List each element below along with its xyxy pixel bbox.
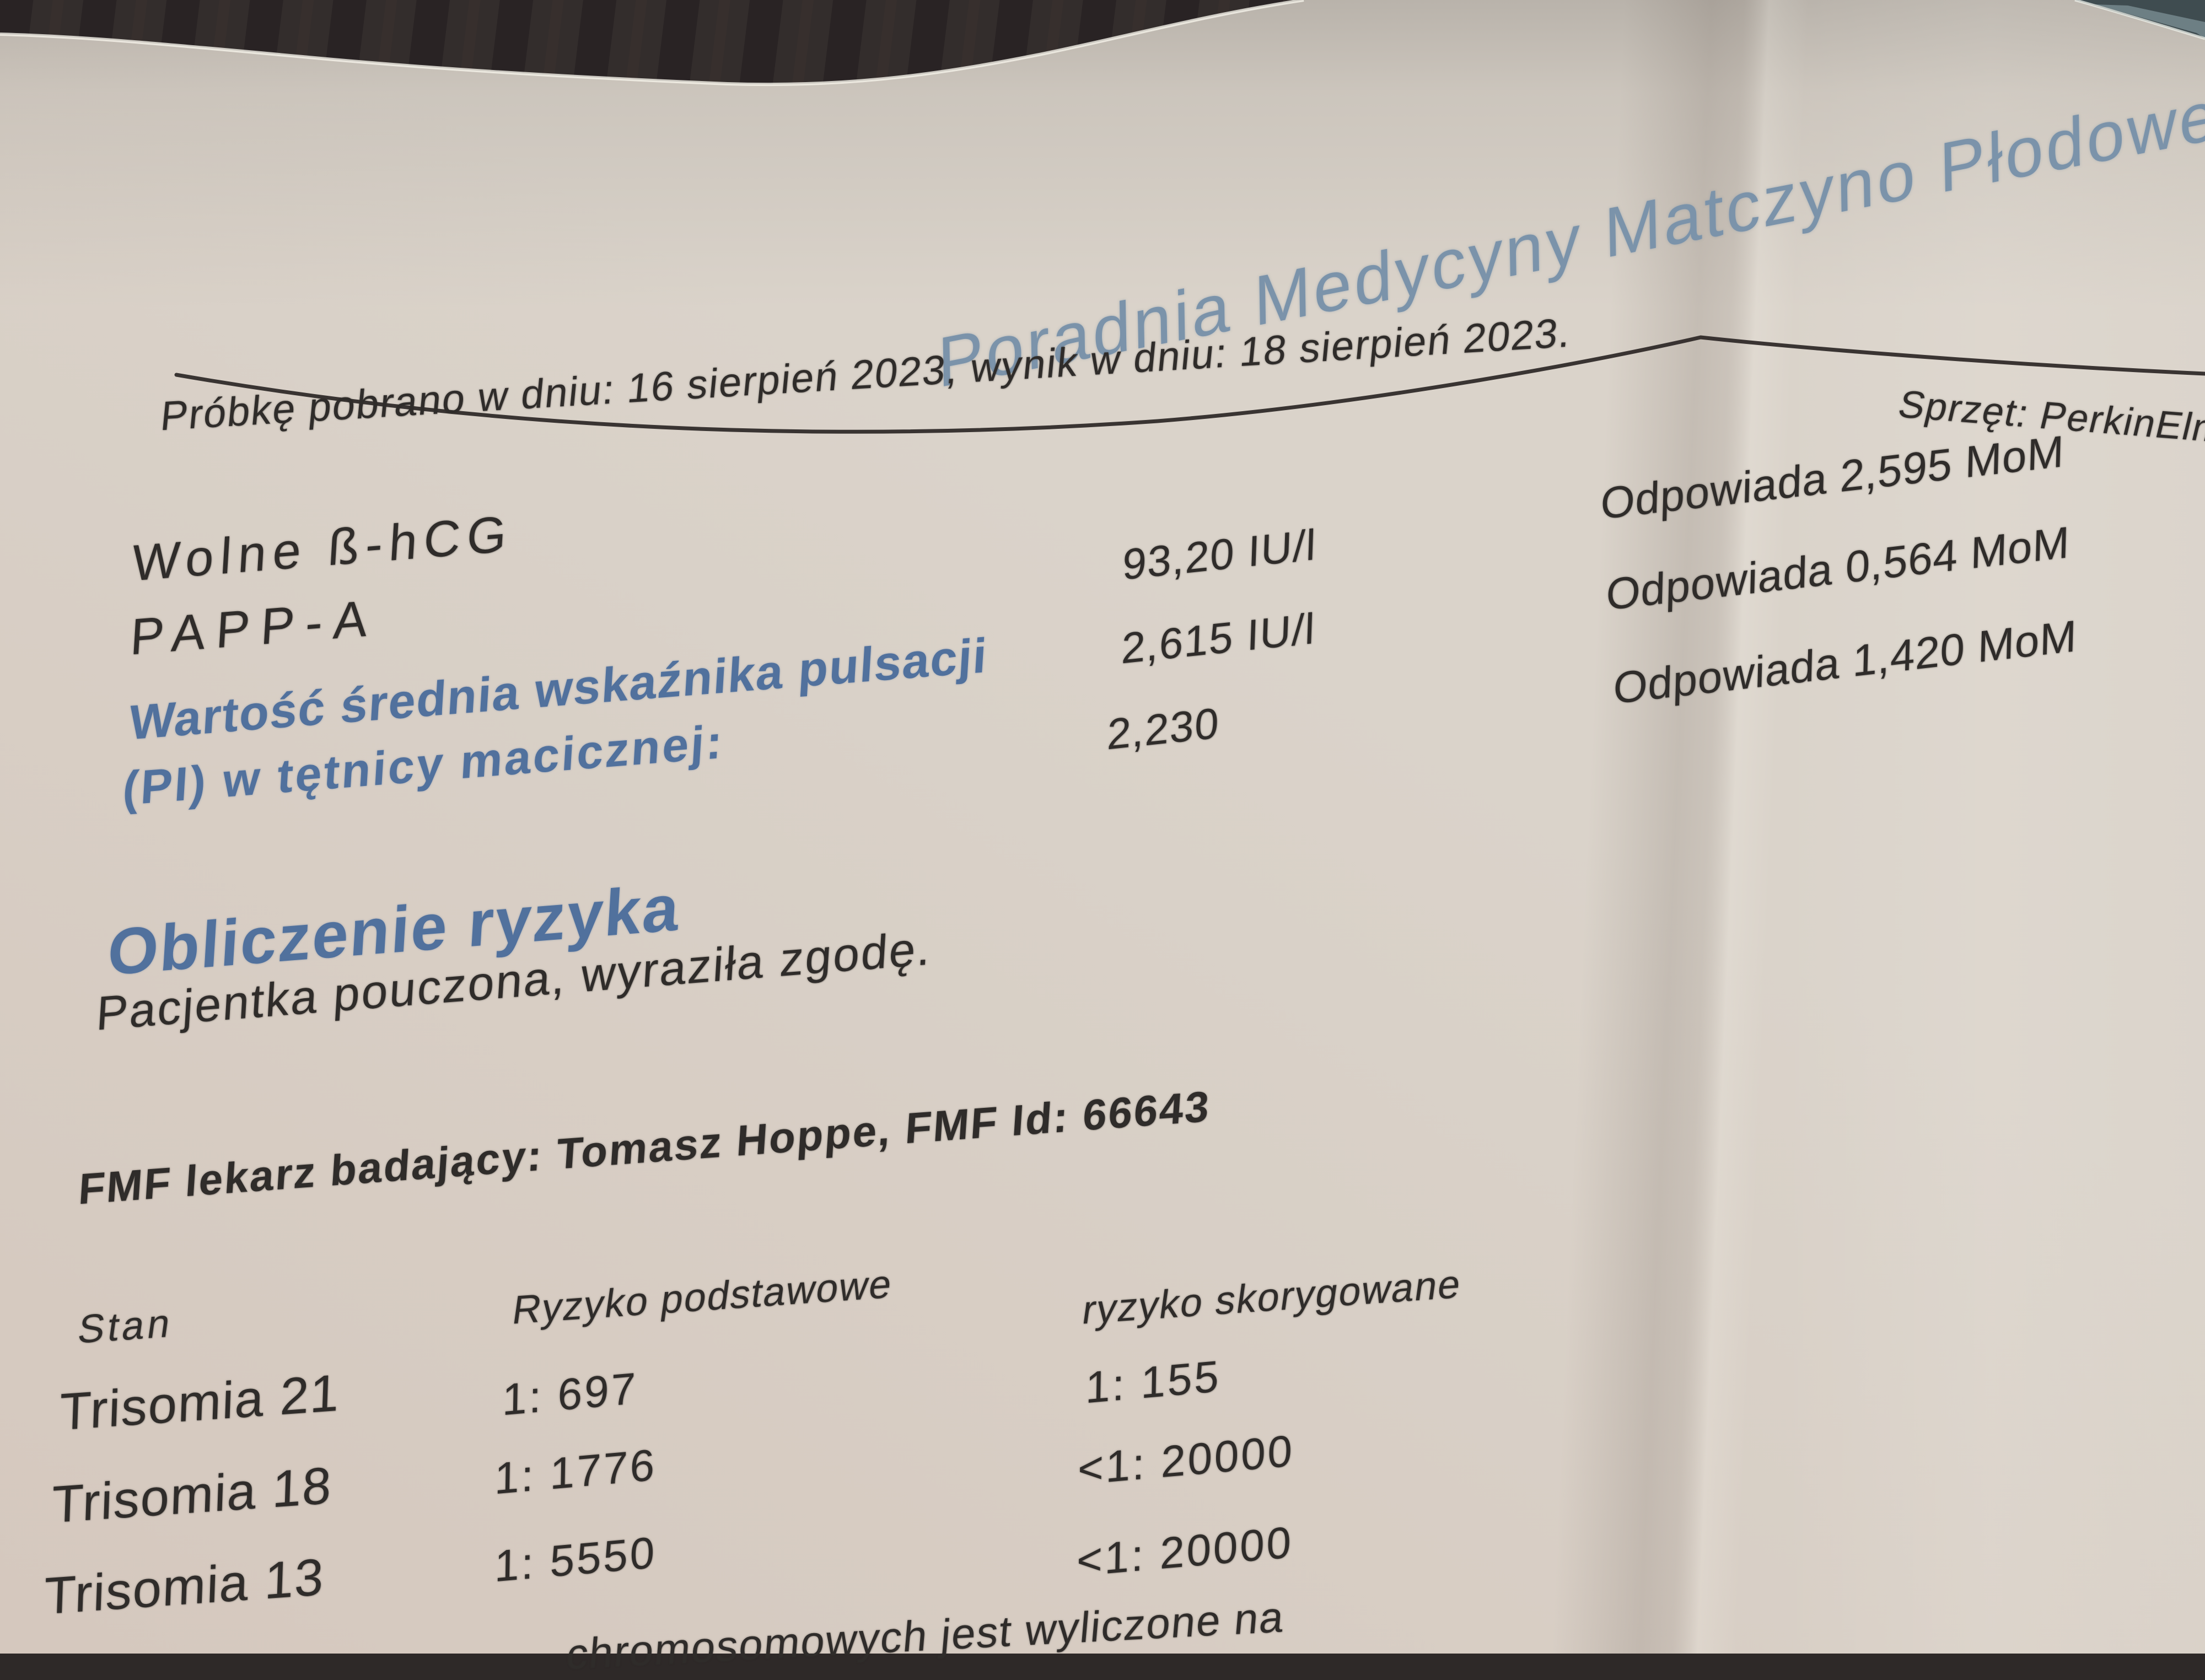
paper-right-light <box>1775 0 2205 1654</box>
corner-background-sheen <box>2095 4 2205 39</box>
paper-edge-highlight <box>0 0 1304 87</box>
table-header-condition: Stan <box>75 1301 176 1353</box>
corner-edge-highlight <box>2074 0 2205 40</box>
divider-line <box>174 335 2205 434</box>
